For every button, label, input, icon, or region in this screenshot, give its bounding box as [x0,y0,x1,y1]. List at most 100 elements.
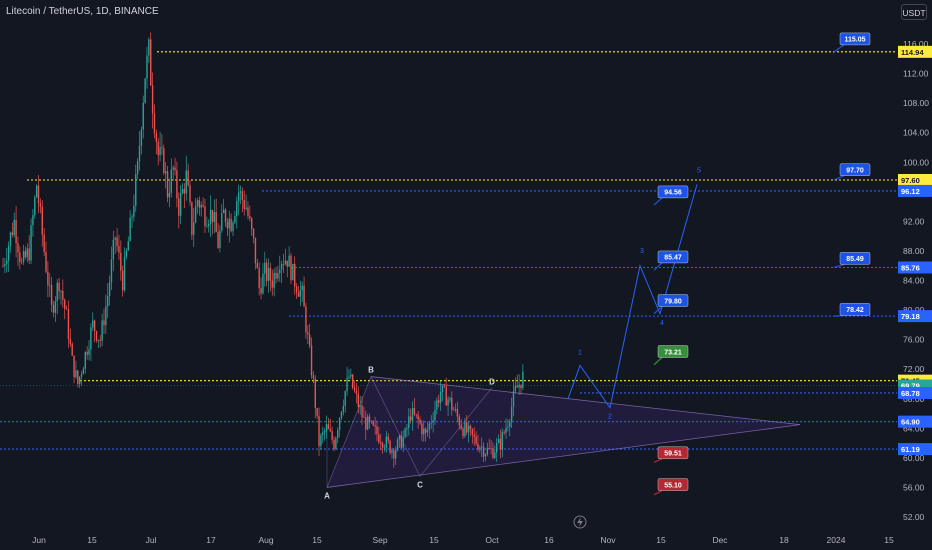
price-tag-value: 68.78 [901,389,920,398]
candle-body [391,450,393,453]
candle-body [462,428,464,437]
candle-body [22,251,25,262]
candle-body [153,113,156,134]
candle-body [179,193,182,216]
candle-body [148,39,150,56]
target-box [839,303,871,316]
price-tag-value: 61.19 [901,445,920,454]
candle-body [290,255,292,281]
candle-body [112,239,115,260]
y-tick-label: 92.00 [903,216,925,226]
candle-body [413,408,416,415]
candle-body [471,428,474,435]
currency-button[interactable]: USDT [901,4,927,20]
candle-body [490,448,492,450]
y-tick-label: 80.00 [903,305,925,315]
candle-body [479,447,481,450]
candle-body [348,376,350,378]
target-value: 94.56 [664,190,682,197]
candle-body [103,320,105,326]
candle-body [415,414,417,416]
candle-body [43,234,45,253]
candle-body [110,259,113,283]
candle-body [140,129,143,146]
x-tick-label: Jun [32,535,46,545]
wave-label: 2 [608,414,612,421]
candle-body [71,343,73,356]
candle-body [381,443,384,448]
candle-body [52,304,55,313]
candle-body [366,416,369,430]
candle-body [383,447,386,449]
candle-body [172,167,174,170]
candle-body [237,192,240,202]
candle-body [411,408,414,421]
candle-body [464,422,466,437]
candle-body [460,425,462,429]
triangle-fill [327,376,800,488]
candle-body [224,209,227,222]
candle-body [297,292,300,297]
y-tick-label: 76.00 [903,335,925,345]
pattern-point-label: D [489,378,495,387]
triangle-upper-line [370,376,801,426]
candle-body [47,271,49,286]
candle-body [30,225,32,261]
candle-body [396,439,399,451]
candle-body [107,296,109,307]
candle-body [469,425,472,429]
candle-body [118,245,120,253]
candle-body [284,260,287,265]
candle-body [510,406,513,422]
x-tick-label: 17 [206,535,216,545]
candle-body [191,202,193,235]
candle-body [260,287,262,294]
candle-body [456,408,459,417]
y-tick-label: 100.00 [903,157,929,167]
candle-body [507,427,509,428]
candle-body [374,425,376,427]
candle-body [60,291,62,292]
candle-body [477,443,479,450]
x-tick-label: Aug [258,535,273,545]
candle-body [398,435,401,440]
candle-body [482,446,485,457]
misc [573,515,587,529]
candle-body [368,416,371,422]
candle-body [355,390,358,394]
price-tag [898,173,932,186]
candle-body [239,191,242,193]
candle-body [39,203,42,207]
y-tick-label: 116.00 [903,39,929,49]
candle-body [432,420,434,423]
candle-body [350,374,352,377]
candle-body [163,148,165,174]
candle-body [228,218,230,229]
candle-body [176,170,178,199]
price-tag-value: 64.90 [901,418,920,427]
candle-body [168,193,171,198]
candle-body [452,409,455,411]
candle-body [19,252,21,262]
candle-body [123,256,126,291]
candle-body [269,267,272,281]
candle-body [34,197,36,216]
candle-body [26,248,29,258]
candle-body [161,147,163,149]
candle-body [421,423,423,435]
candle-body [514,385,517,392]
candle-body [185,170,187,194]
candle-body [264,262,266,274]
target-box [657,446,689,459]
candle-body [393,450,395,459]
x-tick-label: Dec [712,535,728,545]
candle-body [372,421,374,426]
candle-body [307,332,309,335]
candle-body [494,452,496,458]
candle-body [395,450,397,459]
target-box [657,185,689,199]
candle-body [389,440,391,453]
y-tick-label: 108.00 [903,98,929,108]
candle-body [516,385,518,388]
